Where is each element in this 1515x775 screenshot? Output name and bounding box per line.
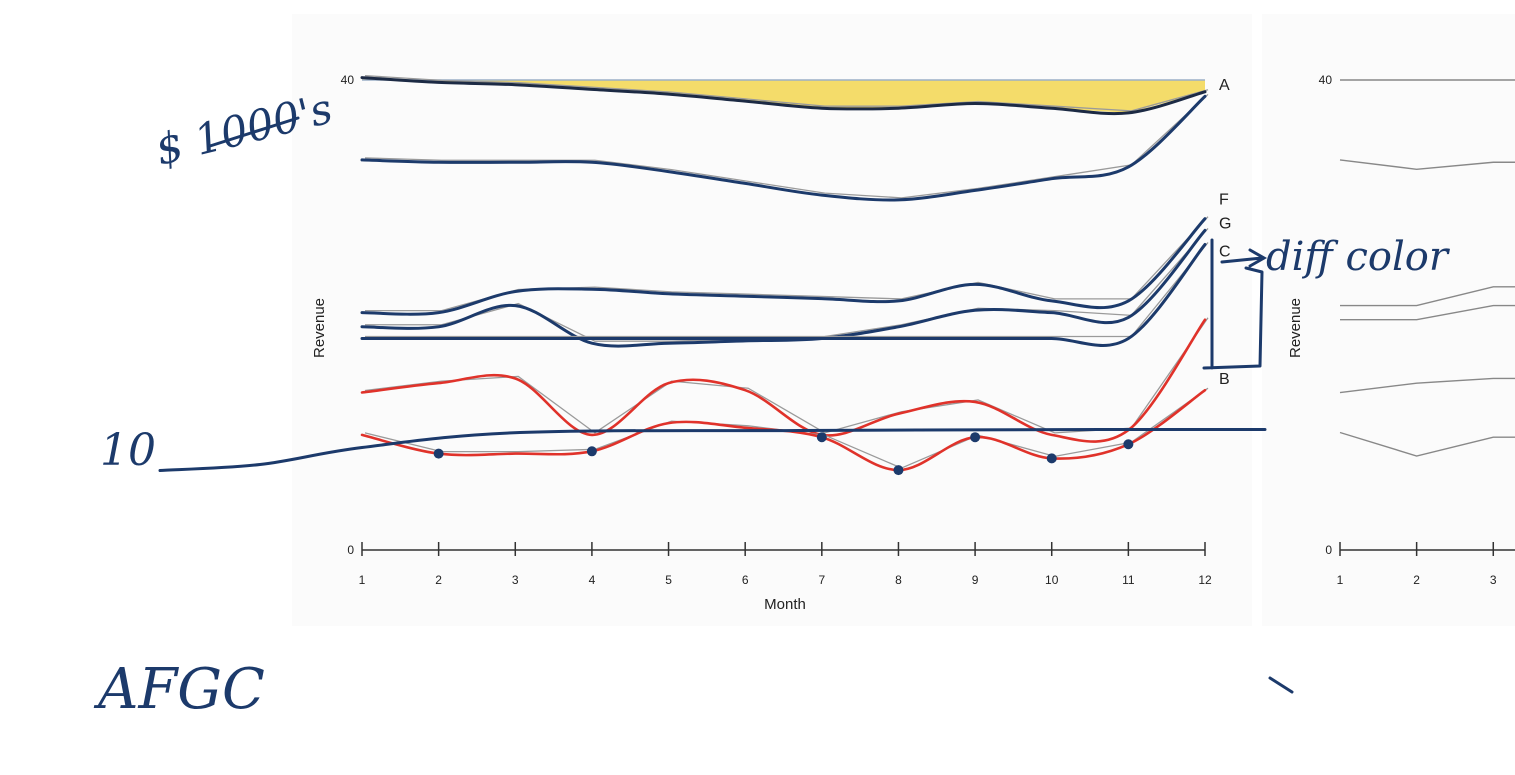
y-tick-label: 0	[347, 543, 354, 557]
second-x-tick-label: 2	[1413, 573, 1420, 587]
second-series-line	[1339, 431, 1515, 457]
reference-line-10	[158, 427, 1267, 472]
x-tick-label: 10	[1045, 573, 1059, 587]
y-axis-title: Revenue	[311, 298, 328, 358]
second-chart: 1 2 3 0 40 Revenue	[1287, 73, 1515, 587]
second-series-line	[1339, 377, 1515, 394]
x-tick-label: 7	[818, 573, 825, 587]
series-line-a	[360, 76, 1207, 116]
diff-color-bracket	[1202, 238, 1264, 370]
ten-label: 10	[100, 425, 156, 476]
series-line-g	[360, 228, 1207, 348]
series-line-unlabeled-5	[360, 318, 1207, 443]
series-list-note: AFGC	[93, 657, 265, 722]
x-tick-label: 12	[1198, 573, 1212, 587]
x-tick-label: 1	[359, 573, 366, 587]
pen-marker	[433, 448, 444, 459]
second-x-tick-label: 3	[1490, 573, 1497, 587]
x-tick-label: 3	[512, 573, 519, 587]
series-label-a: A	[1219, 77, 1230, 94]
x-axis: 1 2 3 4 5 6 7 8 9 10 11 12	[359, 542, 1212, 587]
x-tick-label: 5	[665, 573, 672, 587]
pen-marker	[816, 432, 827, 443]
pen-marker	[1046, 453, 1057, 464]
series-end-labels: A FGC B	[1219, 77, 1231, 388]
pen-marker	[1123, 439, 1134, 450]
series-label-c: C	[1219, 244, 1231, 261]
y-tick-label: 40	[341, 73, 355, 87]
second-y-tick-label: 0	[1325, 543, 1332, 557]
x-tick-label: 9	[972, 573, 979, 587]
diff-color-note: diff color	[1266, 234, 1451, 280]
series-line-b	[360, 388, 1207, 472]
x-tick-label: 6	[742, 573, 749, 587]
x-tick-label: 4	[589, 573, 596, 587]
y-axis-ticks: 0 40	[341, 73, 355, 557]
series-line-f	[360, 217, 1207, 316]
second-y-axis-ticks: 0 40	[1319, 73, 1333, 557]
series-label-g: G	[1219, 215, 1231, 232]
series-ghost-line	[365, 242, 1209, 338]
x-axis-title: Month	[764, 596, 806, 613]
second-x-axis: 1 2 3	[1337, 542, 1515, 587]
second-series-line	[1340, 304, 1515, 321]
stray-pen-mark	[1268, 676, 1294, 694]
series-label-b: B	[1219, 371, 1230, 388]
reference-line-group	[158, 427, 1267, 472]
diff-color-arrow	[1220, 248, 1268, 268]
series-ghost-line	[364, 93, 1209, 199]
second-y-tick-label: 40	[1319, 73, 1333, 87]
second-series-line	[1339, 159, 1515, 171]
x-tick-label: 8	[895, 573, 902, 587]
x-tick-label: 2	[435, 573, 442, 587]
x-tick-label: 11	[1122, 573, 1135, 587]
units-underline	[208, 116, 300, 148]
pen-marker	[586, 446, 597, 457]
series-line-unlabeled-1	[360, 94, 1207, 202]
pen-marker	[893, 465, 904, 476]
main-series-group	[360, 75, 1209, 472]
second-x-tick-label: 1	[1337, 573, 1344, 587]
second-series-group	[1339, 79, 1515, 457]
series-ghost-line	[364, 75, 1209, 112]
pen-marker	[970, 432, 981, 443]
second-series-line	[1340, 286, 1515, 307]
red-series-markers	[433, 432, 1134, 476]
series-label-f: F	[1219, 192, 1229, 209]
series-line-c	[360, 243, 1207, 347]
second-y-axis-title: Revenue	[1287, 298, 1304, 358]
